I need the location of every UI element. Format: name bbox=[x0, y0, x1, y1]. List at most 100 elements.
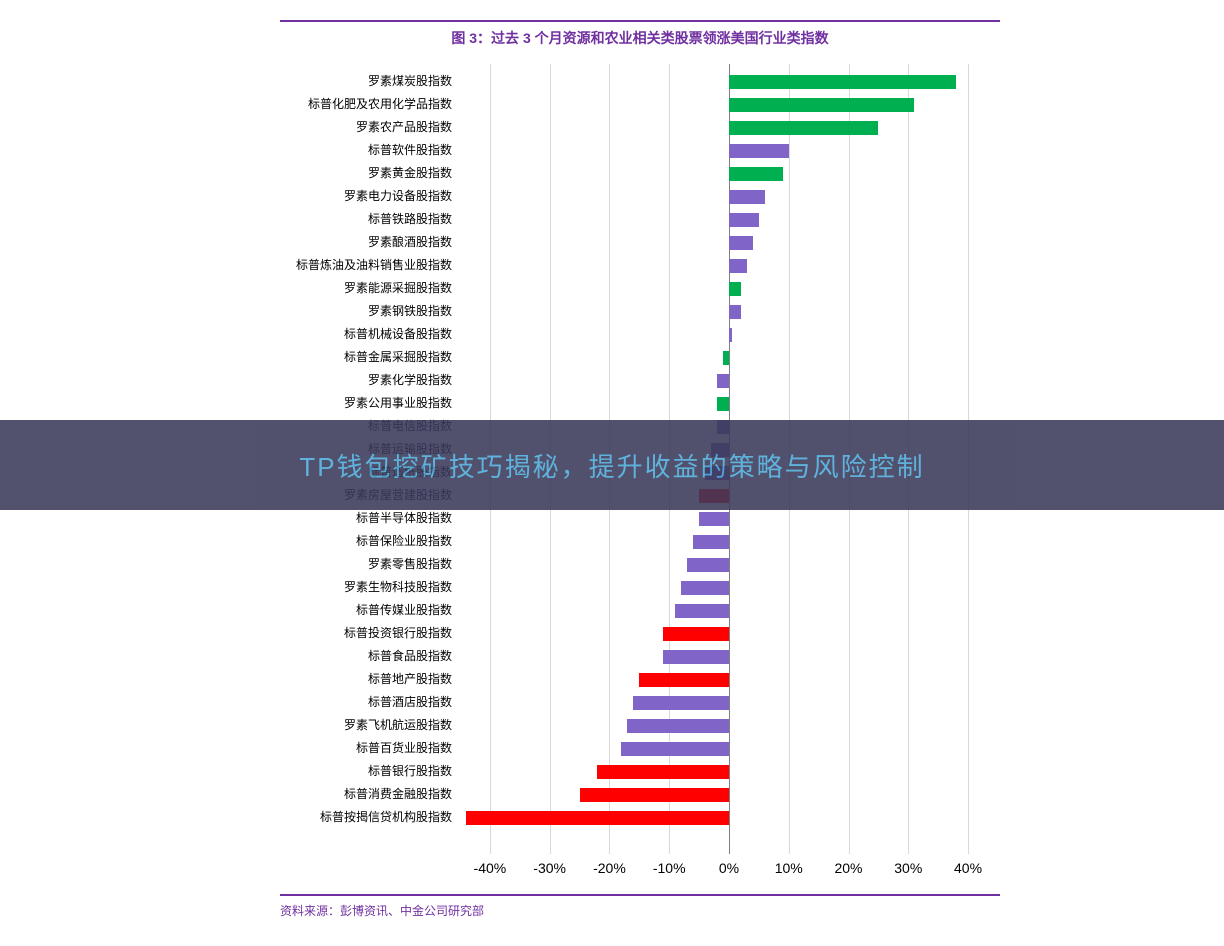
bar-label: 标普化肥及农用化学品指数 bbox=[308, 93, 452, 116]
bar bbox=[729, 167, 783, 181]
watermark-text: TP钱包挖矿技巧揭秘，提升收益的策略与风险控制 bbox=[299, 447, 924, 484]
x-tick-label: -30% bbox=[533, 860, 566, 876]
bar-label: 罗素黄金股指数 bbox=[368, 162, 452, 185]
bar-row: 罗素钢铁股指数 bbox=[460, 300, 980, 323]
bar bbox=[597, 765, 728, 779]
bar-row: 标普炼油及油料销售业股指数 bbox=[460, 254, 980, 277]
bar-label: 罗素能源采掘股指数 bbox=[344, 277, 452, 300]
bar-row: 标普机械设备股指数 bbox=[460, 323, 980, 346]
bar-row: 标普银行股指数 bbox=[460, 760, 980, 783]
chart-title: 图 3：过去 3 个月资源和农业相关类股票领涨美国行业类指数 bbox=[451, 30, 828, 46]
bar-row: 罗素农产品股指数 bbox=[460, 116, 980, 139]
bar bbox=[717, 374, 729, 388]
bar-row: 标普百货业股指数 bbox=[460, 737, 980, 760]
bar bbox=[729, 305, 741, 319]
bar-label: 标普半导体股指数 bbox=[356, 507, 452, 530]
bar-label: 罗素生物科技股指数 bbox=[344, 576, 452, 599]
bar bbox=[729, 282, 741, 296]
bar bbox=[675, 604, 729, 618]
bar bbox=[621, 742, 729, 756]
bar-row: 罗素酿酒股指数 bbox=[460, 231, 980, 254]
bar-label: 罗素零售股指数 bbox=[368, 553, 452, 576]
bar-row: 标普化肥及农用化学品指数 bbox=[460, 93, 980, 116]
bar-label: 标普软件股指数 bbox=[368, 139, 452, 162]
bar-label: 标普铁路股指数 bbox=[368, 208, 452, 231]
bar-label: 标普银行股指数 bbox=[368, 760, 452, 783]
bar-label: 标普地产股指数 bbox=[368, 668, 452, 691]
bar bbox=[466, 811, 729, 825]
bar bbox=[693, 535, 729, 549]
x-tick-label: 0% bbox=[719, 860, 739, 876]
bar-row: 标普食品股指数 bbox=[460, 645, 980, 668]
x-tick-label: 10% bbox=[775, 860, 803, 876]
bar bbox=[663, 627, 729, 641]
bar bbox=[729, 121, 878, 135]
bar-row: 罗素生物科技股指数 bbox=[460, 576, 980, 599]
bar bbox=[729, 144, 789, 158]
bar bbox=[723, 351, 729, 365]
bar bbox=[580, 788, 729, 802]
bar bbox=[627, 719, 729, 733]
bar bbox=[633, 696, 729, 710]
bar-row: 罗素飞机航运股指数 bbox=[460, 714, 980, 737]
bar-row: 标普酒店股指数 bbox=[460, 691, 980, 714]
x-tick-label: 20% bbox=[834, 860, 862, 876]
bar-label: 标普传媒业股指数 bbox=[356, 599, 452, 622]
bar-label: 标普按揭信贷机构股指数 bbox=[320, 806, 452, 829]
bar-label: 标普酒店股指数 bbox=[368, 691, 452, 714]
bar bbox=[699, 512, 729, 526]
bar-label: 罗素煤炭股指数 bbox=[368, 70, 452, 93]
bar-row: 标普软件股指数 bbox=[460, 139, 980, 162]
bar-row: 标普金属采掘股指数 bbox=[460, 346, 980, 369]
bar-label: 罗素飞机航运股指数 bbox=[344, 714, 452, 737]
bar-row: 标普保险业股指数 bbox=[460, 530, 980, 553]
bar-label: 罗素钢铁股指数 bbox=[368, 300, 452, 323]
bar bbox=[729, 213, 759, 227]
bar bbox=[681, 581, 729, 595]
bar-label: 罗素化学股指数 bbox=[368, 369, 452, 392]
bar bbox=[729, 328, 732, 342]
bar-row: 标普传媒业股指数 bbox=[460, 599, 980, 622]
x-tick-label: -40% bbox=[474, 860, 507, 876]
bar-row: 罗素公用事业股指数 bbox=[460, 392, 980, 415]
bar-row: 标普半导体股指数 bbox=[460, 507, 980, 530]
x-axis: -40% -30% -20% -10% 0% 10% 20% 30% 40% bbox=[460, 854, 980, 884]
bar-row: 标普消费金融股指数 bbox=[460, 783, 980, 806]
x-tick-label: 40% bbox=[954, 860, 982, 876]
bar-row: 罗素电力设备股指数 bbox=[460, 185, 980, 208]
bar bbox=[639, 673, 729, 687]
bar-label: 标普食品股指数 bbox=[368, 645, 452, 668]
bar bbox=[729, 236, 753, 250]
bar-row: 标普投资银行股指数 bbox=[460, 622, 980, 645]
bar-label: 标普百货业股指数 bbox=[356, 737, 452, 760]
bar bbox=[729, 190, 765, 204]
watermark-overlay: TP钱包挖矿技巧揭秘，提升收益的策略与风险控制 bbox=[0, 420, 1224, 510]
bar-row: 罗素零售股指数 bbox=[460, 553, 980, 576]
bar-row: 罗素能源采掘股指数 bbox=[460, 277, 980, 300]
bar-label: 罗素农产品股指数 bbox=[356, 116, 452, 139]
bar-label: 标普投资银行股指数 bbox=[344, 622, 452, 645]
source-bar: 资料来源：彭博资讯、中金公司研究部 bbox=[280, 894, 1000, 920]
bar-row: 标普地产股指数 bbox=[460, 668, 980, 691]
bar-label: 标普机械设备股指数 bbox=[344, 323, 452, 346]
bar bbox=[729, 98, 914, 112]
bar-row: 罗素煤炭股指数 bbox=[460, 70, 980, 93]
bar-row: 标普按揭信贷机构股指数 bbox=[460, 806, 980, 829]
bar bbox=[717, 397, 729, 411]
bar-row: 标普铁路股指数 bbox=[460, 208, 980, 231]
bar-label: 罗素酿酒股指数 bbox=[368, 231, 452, 254]
bar bbox=[729, 259, 747, 273]
x-tick-label: -20% bbox=[593, 860, 626, 876]
bar-label: 标普保险业股指数 bbox=[356, 530, 452, 553]
bar-label: 罗素公用事业股指数 bbox=[344, 392, 452, 415]
bar-label: 标普炼油及油料销售业股指数 bbox=[296, 254, 452, 277]
bar bbox=[663, 650, 729, 664]
bar-label: 标普消费金融股指数 bbox=[344, 783, 452, 806]
bar-row: 罗素黄金股指数 bbox=[460, 162, 980, 185]
bar bbox=[687, 558, 729, 572]
x-tick-label: 30% bbox=[894, 860, 922, 876]
bar-label: 罗素电力设备股指数 bbox=[344, 185, 452, 208]
bar-label: 标普金属采掘股指数 bbox=[344, 346, 452, 369]
bar bbox=[729, 75, 956, 89]
x-tick-label: -10% bbox=[653, 860, 686, 876]
